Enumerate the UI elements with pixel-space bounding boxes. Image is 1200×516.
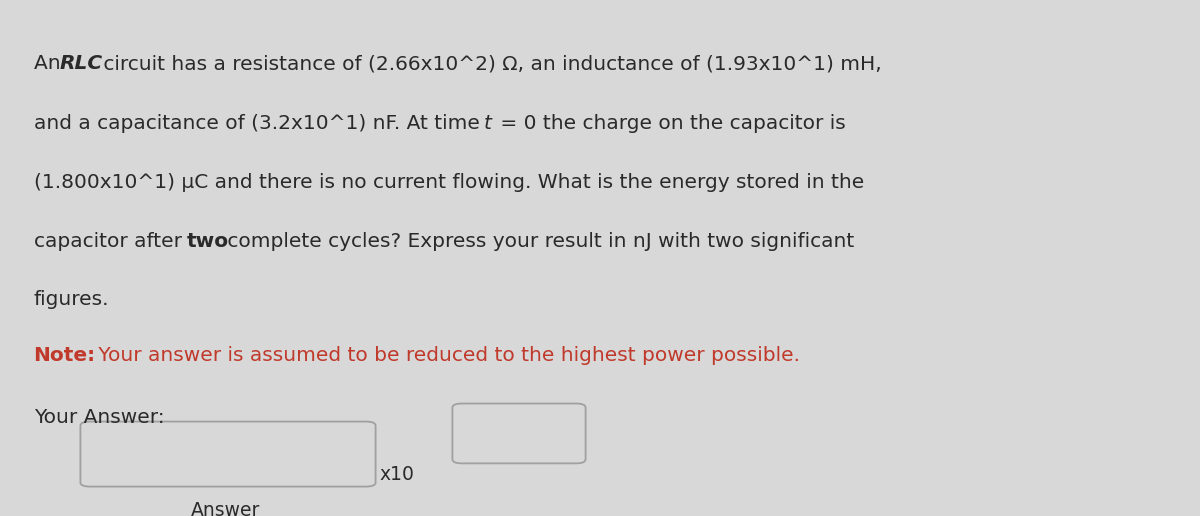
Text: (1.800x10^1) μC and there is no current flowing. What is the energy stored in th: (1.800x10^1) μC and there is no current … xyxy=(34,173,864,192)
Text: and a capacitance of (3.2x10^1) nF. At time: and a capacitance of (3.2x10^1) nF. At t… xyxy=(34,114,486,133)
Text: RLC: RLC xyxy=(60,54,102,73)
Text: figures.: figures. xyxy=(34,290,109,309)
Text: circuit has a resistance of (2.66x10^2) Ω, an inductance of (1.93x10^1) mH,: circuit has a resistance of (2.66x10^2) … xyxy=(97,54,881,73)
Text: complete cycles? Express your result in nJ with two significant: complete cycles? Express your result in … xyxy=(221,232,854,251)
Text: two: two xyxy=(187,232,229,251)
Text: An: An xyxy=(34,54,67,73)
Text: Your Answer:: Your Answer: xyxy=(34,408,164,427)
Text: capacitor after: capacitor after xyxy=(34,232,188,251)
Text: Note:: Note: xyxy=(34,346,96,365)
FancyBboxPatch shape xyxy=(80,422,376,487)
Text: x10: x10 xyxy=(379,465,414,485)
Text: = 0 the charge on the capacitor is: = 0 the charge on the capacitor is xyxy=(494,114,846,133)
Text: t: t xyxy=(485,114,492,133)
Text: Answer: Answer xyxy=(191,501,260,516)
Text: Your answer is assumed to be reduced to the highest power possible.: Your answer is assumed to be reduced to … xyxy=(91,346,799,365)
FancyBboxPatch shape xyxy=(452,404,586,463)
